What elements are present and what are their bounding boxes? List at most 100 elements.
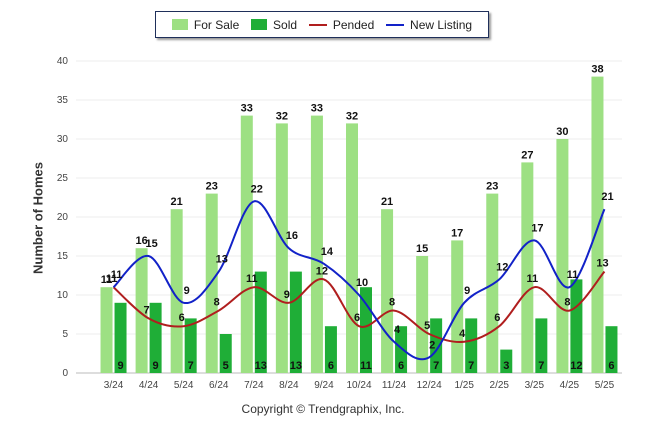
data-label-for-sale: 27	[521, 149, 533, 161]
data-label-for-sale: 16	[135, 235, 147, 247]
data-label-for-sale: 21	[381, 196, 393, 208]
data-label-for-sale: 11	[101, 274, 113, 286]
data-label-new-listing: 13	[216, 254, 228, 266]
y-tick-label: 0	[62, 368, 68, 379]
bar-for-sale	[170, 209, 183, 373]
data-label-pended: 6	[354, 312, 360, 324]
x-tick-label: 7/24	[244, 380, 264, 391]
data-label-new-listing: 14	[321, 246, 334, 258]
for-sale-swatch	[171, 19, 188, 30]
data-label-pended: 5	[424, 320, 430, 332]
data-label-pended: 7	[144, 304, 150, 316]
data-label-for-sale: 38	[591, 64, 603, 76]
pended-swatch	[308, 23, 327, 26]
bar-for-sale	[205, 193, 218, 373]
bar-sold	[184, 318, 197, 373]
y-tick-label: 20	[57, 212, 69, 223]
bar-for-sale	[521, 162, 534, 373]
data-label-sold: 13	[255, 360, 267, 372]
data-label-for-sale: 33	[311, 103, 323, 115]
x-tick-label: 2/25	[490, 380, 510, 391]
legend-label-for-sale: For Sale	[193, 17, 240, 32]
copyright-text: Copyright © Trendgraphix, Inc.	[241, 402, 405, 416]
legend-label-pended: Pended	[332, 17, 375, 32]
data-label-for-sale: 15	[416, 243, 428, 255]
x-tick-label: 3/25	[525, 380, 545, 391]
bar-sold	[500, 349, 513, 373]
data-label-pended: 6	[494, 312, 500, 324]
new-listing-swatch	[386, 23, 405, 26]
legend-item-for-sale[interactable]: For Sale	[171, 17, 240, 32]
data-label-sold: 11	[360, 360, 372, 372]
data-label-sold: 6	[328, 360, 334, 372]
bar-for-sale	[416, 256, 429, 373]
legend-item-pended[interactable]: Pended	[308, 17, 375, 32]
bar-sold	[430, 318, 443, 373]
legend-item-sold[interactable]: Sold	[251, 18, 297, 32]
x-tick-label: 4/25	[560, 380, 580, 391]
bar-sold	[395, 326, 408, 373]
bar-for-sale	[556, 139, 569, 373]
data-label-pended: 9	[284, 289, 290, 301]
bar-sold	[289, 271, 302, 373]
data-label-new-listing: 15	[145, 238, 157, 250]
bar-sold	[535, 318, 548, 373]
bar-sold	[570, 279, 583, 373]
x-tick-label: 5/24	[174, 380, 194, 391]
data-label-new-listing: 4	[394, 324, 401, 336]
data-label-sold: 6	[608, 360, 614, 372]
data-label-pended: 8	[214, 297, 220, 309]
y-axis-label: Number of Homes	[30, 162, 46, 274]
x-tick-label: 12/24	[417, 380, 442, 391]
y-tick-label: 15	[57, 251, 69, 262]
y-tick-label: 30	[57, 134, 69, 145]
bar-sold	[465, 318, 478, 373]
data-label-pended: 8	[389, 297, 395, 309]
data-label-sold: 12	[570, 360, 582, 372]
data-label-sold: 9	[153, 360, 159, 372]
x-tick-label: 11/24	[382, 380, 407, 391]
bar-for-sale	[310, 115, 323, 373]
bar-for-sale	[135, 248, 148, 373]
data-label-new-listing: 12	[496, 261, 508, 273]
data-label-pended: 4	[459, 328, 466, 340]
x-tick-label: 8/24	[279, 380, 299, 391]
data-label-new-listing: 9	[464, 285, 470, 297]
legend-item-new-listing[interactable]: New Listing	[386, 18, 472, 32]
bar-sold	[219, 334, 232, 373]
data-label-new-listing: 2	[429, 339, 435, 351]
data-label-pended: 11	[106, 273, 118, 285]
data-label-for-sale: 30	[556, 126, 568, 138]
bar-sold	[324, 326, 337, 373]
legend-label-sold: Sold	[273, 17, 298, 32]
data-label-sold: 7	[188, 360, 194, 372]
bar-sold	[114, 302, 127, 373]
x-tick-label: 10/24	[346, 380, 371, 391]
bar-for-sale	[275, 123, 288, 374]
data-label-for-sale: 23	[486, 181, 498, 193]
bar-for-sale	[100, 287, 113, 373]
bar-sold	[254, 271, 267, 373]
data-label-new-listing: 22	[251, 183, 263, 195]
data-label-sold: 7	[433, 360, 439, 372]
data-label-new-listing: 9	[184, 285, 190, 297]
bar-for-sale	[591, 76, 604, 373]
line-pended	[112, 270, 606, 344]
data-label-new-listing: 10	[356, 277, 368, 289]
x-tick-label: 5/25	[595, 380, 615, 391]
data-label-pended: 6	[179, 312, 185, 324]
data-label-sold: 7	[468, 360, 474, 372]
data-label-sold: 7	[538, 360, 544, 372]
x-tick-label: 3/24	[104, 380, 124, 391]
chart-legend: For Sale Sold Pended New Listing	[155, 11, 489, 38]
data-label-sold: 6	[398, 360, 404, 372]
y-tick-label: 10	[57, 290, 69, 301]
line-new-listing	[112, 200, 606, 361]
data-label-for-sale: 23	[206, 181, 218, 193]
data-label-for-sale: 32	[276, 110, 288, 122]
data-label-new-listing: 17	[531, 222, 543, 234]
data-label-new-listing: 21	[601, 191, 613, 203]
data-label-new-listing: 11	[567, 269, 579, 281]
data-label-pended: 11	[527, 273, 539, 285]
